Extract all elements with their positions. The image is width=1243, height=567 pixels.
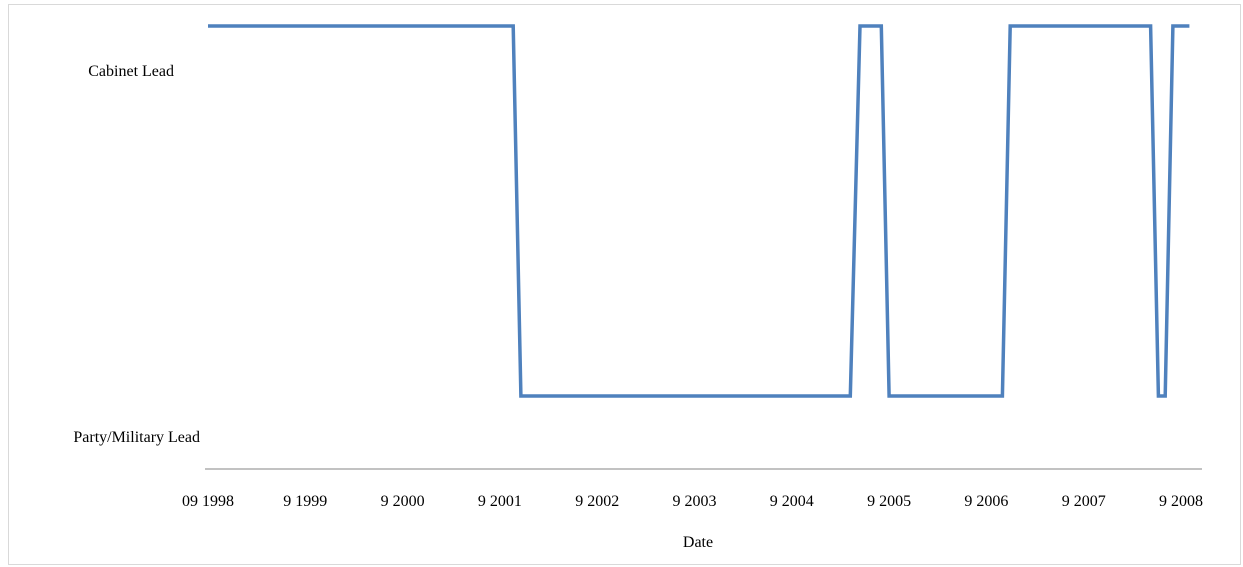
- chart-frame: [8, 4, 1241, 565]
- x-tick-label: 9 2008: [1159, 493, 1203, 510]
- y-category-cabinet-lead: Cabinet Lead: [88, 63, 174, 80]
- x-tick-label: 9 2007: [1062, 493, 1106, 510]
- x-tick-label: 9 2001: [478, 493, 522, 510]
- x-tick-label: 9 2005: [867, 493, 911, 510]
- x-tick-label: 9 2003: [673, 493, 717, 510]
- x-axis-title: Date: [683, 534, 713, 551]
- x-tick-label: 09 1998: [182, 493, 234, 510]
- x-tick-label: 9 2004: [770, 493, 814, 510]
- y-category-party-military-lead: Party/Military Lead: [73, 429, 200, 446]
- x-tick-label: 9 2000: [381, 493, 425, 510]
- x-tick-label: 9 1999: [283, 493, 327, 510]
- x-tick-label: 9 2006: [964, 493, 1008, 510]
- series-line: [208, 24, 1190, 398]
- x-axis-ticks: 09 1998 9 1999 9 2000 9 2001 9 2002 9 2003 9 2…: [182, 493, 1203, 510]
- x-tick-label: 9 2002: [575, 493, 619, 510]
